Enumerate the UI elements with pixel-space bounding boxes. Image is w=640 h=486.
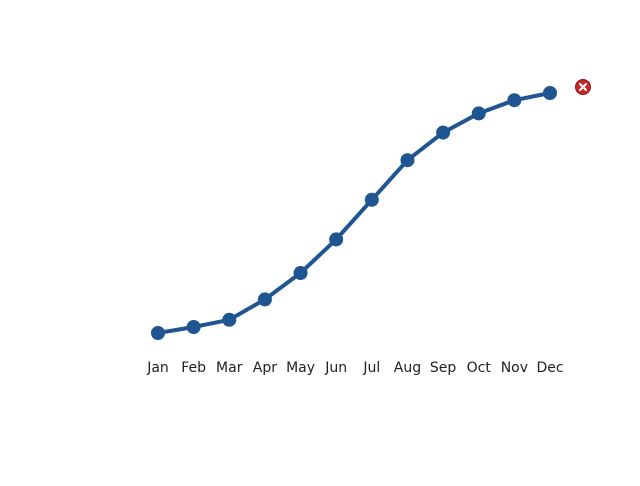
point (293, 266, 308, 280)
x-tick-label: Jul (362, 360, 380, 376)
x-tick-label: Nov (501, 360, 528, 376)
point (257, 292, 272, 307)
x-tick-label: May (286, 360, 315, 376)
close-cross[interactable] (579, 83, 587, 91)
x-tick-label: Feb (181, 360, 206, 376)
x-tick-label: Jan (146, 360, 169, 376)
x-tick-label: Dec (536, 360, 563, 376)
point (364, 192, 379, 207)
point (400, 153, 415, 168)
point (543, 86, 557, 100)
point (329, 232, 344, 247)
line (157, 91, 551, 335)
close-button[interactable] (575, 79, 591, 95)
point (507, 93, 522, 108)
x-tick-label: Aug (394, 360, 421, 376)
x-tick-label: Apr (253, 360, 277, 376)
x-tick-label: Oct (467, 360, 492, 376)
point (186, 320, 201, 334)
x-tick-label: Mar (216, 360, 243, 376)
point (151, 326, 165, 340)
point (222, 312, 237, 327)
point (436, 125, 451, 140)
point (471, 106, 486, 121)
x-tick-label: Sep (430, 360, 457, 376)
x-tick-label: Jun (324, 360, 347, 376)
